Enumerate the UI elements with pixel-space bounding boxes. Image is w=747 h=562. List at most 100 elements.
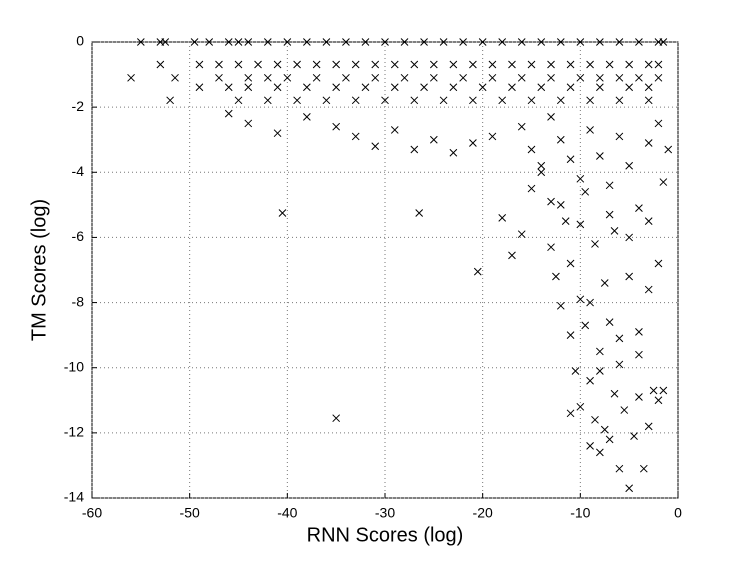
point <box>234 60 243 69</box>
point <box>498 96 507 105</box>
point <box>361 38 370 46</box>
point <box>400 38 409 46</box>
point <box>381 96 389 105</box>
point <box>322 38 331 46</box>
point <box>571 367 580 375</box>
point <box>644 217 653 225</box>
point <box>478 83 487 92</box>
point <box>439 38 448 46</box>
point <box>556 301 565 310</box>
x-tick-label: -10 <box>570 505 590 521</box>
point <box>273 129 282 138</box>
point <box>659 386 668 395</box>
y-tick-label: -6 <box>72 228 85 244</box>
point <box>332 122 341 131</box>
point <box>591 240 599 248</box>
point <box>556 96 565 105</box>
point <box>566 83 575 92</box>
point <box>429 135 438 144</box>
point <box>449 83 458 92</box>
point <box>556 38 565 46</box>
point <box>508 251 516 260</box>
point <box>244 83 253 92</box>
point <box>615 132 624 141</box>
point <box>390 60 399 69</box>
point <box>332 83 341 92</box>
point <box>469 60 477 69</box>
point <box>234 38 243 46</box>
point <box>508 83 516 92</box>
x-tick-label: -30 <box>375 505 395 521</box>
point <box>361 83 370 92</box>
point <box>371 142 380 151</box>
point <box>615 334 624 343</box>
point <box>478 38 487 46</box>
point <box>581 321 590 330</box>
point <box>224 38 233 46</box>
point <box>234 96 243 105</box>
point <box>161 38 170 46</box>
point <box>596 367 604 375</box>
point <box>654 259 663 268</box>
point <box>615 360 624 369</box>
point <box>332 414 341 423</box>
point <box>635 73 643 82</box>
point <box>190 38 199 46</box>
point <box>586 126 594 134</box>
point <box>342 38 350 46</box>
point <box>615 73 624 82</box>
point <box>605 435 614 444</box>
point <box>498 214 507 222</box>
point <box>488 132 497 141</box>
point <box>605 60 614 69</box>
point <box>644 285 653 294</box>
point <box>576 73 585 82</box>
point <box>664 145 673 154</box>
point <box>429 60 438 69</box>
point <box>566 155 575 164</box>
y-tick-label: -8 <box>72 293 85 309</box>
y-tick-label: 0 <box>76 33 84 49</box>
point <box>556 201 565 209</box>
point <box>596 38 604 46</box>
point <box>600 279 609 287</box>
point <box>615 464 624 473</box>
point <box>537 83 546 92</box>
x-tick-label: -60 <box>82 505 102 521</box>
point <box>410 60 419 69</box>
point <box>552 272 560 281</box>
point <box>498 38 507 46</box>
point <box>351 132 360 141</box>
point <box>576 38 585 46</box>
point <box>586 96 594 105</box>
point <box>469 96 477 105</box>
point <box>654 119 663 128</box>
point <box>527 184 536 193</box>
point <box>630 432 638 440</box>
point <box>527 145 536 154</box>
point <box>566 409 575 418</box>
point <box>410 96 419 105</box>
point <box>254 60 262 69</box>
point <box>547 197 555 206</box>
point <box>547 60 555 69</box>
y-tick-label: -10 <box>64 358 84 374</box>
point <box>273 83 282 92</box>
point <box>283 73 292 82</box>
point <box>596 448 604 457</box>
point <box>215 60 223 69</box>
point <box>390 83 399 92</box>
y-tick-label: -14 <box>64 489 84 505</box>
y-tick-label: -4 <box>72 163 85 179</box>
point <box>610 389 619 398</box>
point <box>283 38 292 46</box>
point <box>420 83 428 92</box>
point <box>293 96 301 105</box>
point <box>605 318 614 326</box>
point <box>224 109 233 118</box>
point <box>635 38 643 46</box>
point <box>459 38 467 46</box>
point <box>576 402 585 411</box>
point <box>473 267 482 276</box>
